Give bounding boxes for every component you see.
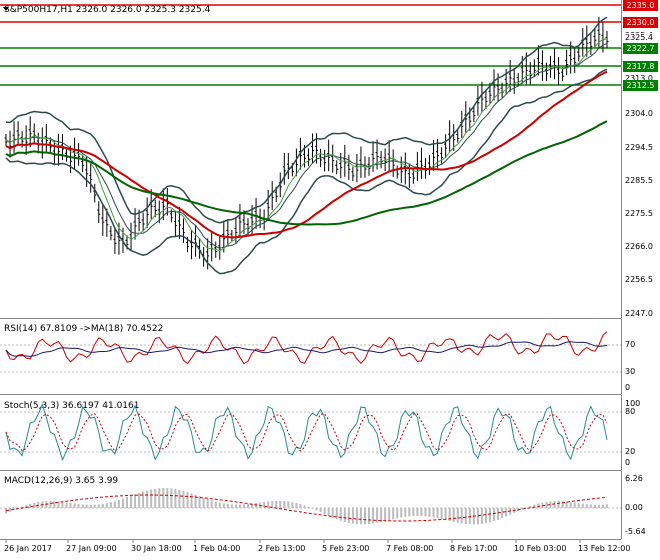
time-axis-label: 1 Feb 04:00 xyxy=(193,544,241,553)
bollinger-middle-line xyxy=(5,42,608,249)
macd-header: MACD(12,26,9) 3.65 3.99 xyxy=(4,476,119,486)
price-tick-label: 2304.0 xyxy=(625,109,653,118)
macd-tick-label: -5.64 xyxy=(625,527,646,536)
stoch-tick-label: 80 xyxy=(625,407,636,416)
time-axis-label: 8 Feb 17:00 xyxy=(450,544,498,553)
symbol-menu-icon xyxy=(3,7,9,11)
time-axis-label: 10 Feb 03:00 xyxy=(514,544,567,553)
rsi-pane[interactable] xyxy=(0,319,621,395)
stoch-signal-line xyxy=(5,412,608,452)
plot-area xyxy=(0,4,621,543)
price-chart-pane[interactable] xyxy=(0,0,621,319)
fast-ma-line xyxy=(5,38,608,252)
price-tick-label: 2294.5 xyxy=(625,143,653,152)
rsi-header: RSI(14) 67.8109 ->MA(18) 70.4522 xyxy=(4,324,164,334)
price-axis xyxy=(621,0,660,318)
rsi-tick-label: 70 xyxy=(625,340,636,349)
macd-pane[interactable] xyxy=(0,471,621,540)
price-tick-label: 2313.0 xyxy=(625,74,653,83)
macd-tick-label: 6.26 xyxy=(625,474,643,483)
macd-tick-label: 0.00 xyxy=(625,503,643,512)
level-label: 2312.5 xyxy=(623,80,658,91)
level-label: 2330.0 xyxy=(623,17,658,28)
stoch-tick-label: 100 xyxy=(625,399,641,408)
price-tick-label: 2256.5 xyxy=(625,275,653,284)
time-axis-label: 5 Feb 23:00 xyxy=(322,544,370,553)
time-axis-label: 2 Feb 13:00 xyxy=(258,544,306,553)
chart-header: S&P500H17,H1 2326.0 2326.0 2325.3 2325.4 xyxy=(4,5,211,15)
rsi-line xyxy=(5,331,608,365)
stoch-tick-label: 20 xyxy=(625,447,636,456)
macd-axis xyxy=(621,471,660,539)
level-label: 2317.8 xyxy=(623,61,658,72)
rsi-axis xyxy=(621,319,660,394)
price-tick-label: 2275.5 xyxy=(625,209,653,218)
time-axis-label: 30 Jan 18:00 xyxy=(131,544,182,553)
price-tick-label: 2266.0 xyxy=(625,242,653,251)
ma-green-line xyxy=(5,120,608,226)
current-price-label: 2325.4 xyxy=(625,33,653,42)
rsi-tick-label: 30 xyxy=(625,367,636,376)
stoch-header: Stoch(5,3,3) 36.6197 41.0161 xyxy=(4,401,140,411)
time-axis-label: 27 Jan 09:00 xyxy=(66,544,117,553)
ma-red-line xyxy=(5,70,608,239)
level-label: 2322.7 xyxy=(623,43,658,54)
stoch-pane[interactable] xyxy=(0,395,621,471)
stoch-axis xyxy=(621,395,660,470)
rsi-ma-line xyxy=(5,341,608,357)
rsi-tick-label: 0 xyxy=(625,383,631,392)
level-label: 2335.0 xyxy=(623,0,658,11)
macd-signal-line xyxy=(5,494,608,522)
stoch-tick-label: 0 xyxy=(625,458,631,467)
time-axis-label: 13 Feb 12:00 xyxy=(578,544,631,553)
stoch-main-line xyxy=(5,403,608,462)
price-tick-label: 2285.5 xyxy=(625,176,653,185)
price-tick-label: 2247.0 xyxy=(625,309,653,318)
time-axis-label: 7 Feb 08:00 xyxy=(386,544,434,553)
time-axis-label: 26 Jan 2017 xyxy=(4,544,52,553)
bollinger-lower-line xyxy=(5,68,608,275)
bollinger-upper-line xyxy=(5,16,608,224)
